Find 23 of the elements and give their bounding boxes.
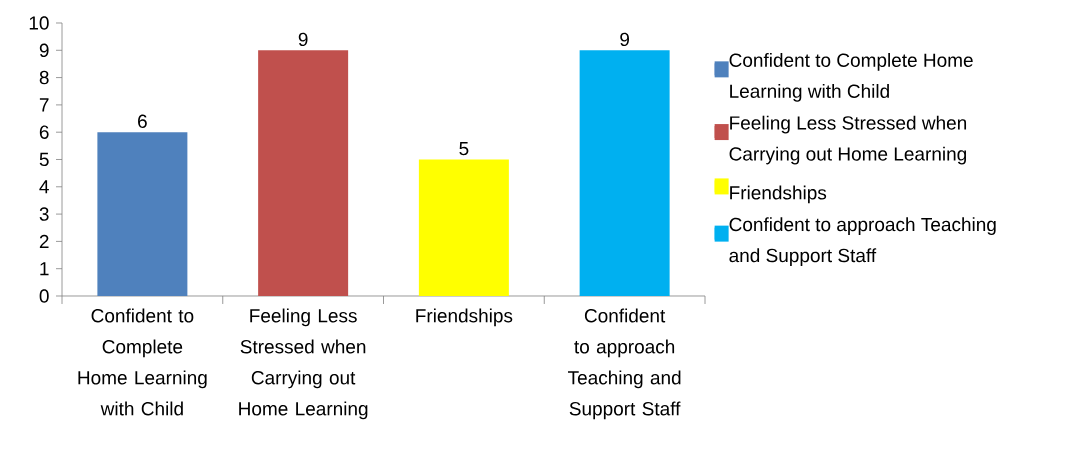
y-tick-label: 1 <box>40 262 49 276</box>
x-tick-label: Confident to Complete Home Learning with Child <box>78 308 207 416</box>
x-tick-label: Feeling Less Stressed when Carrying out Home Learning <box>239 308 368 420</box>
data-label: 6 <box>138 114 147 128</box>
y-tick-label: 3 <box>39 207 49 221</box>
data-label: 5 <box>459 142 469 156</box>
y-tick-label: 9 <box>39 43 49 58</box>
y-tick-label: 4 <box>39 180 49 194</box>
legend-label: Confident to Complete Home Learning with Child <box>729 53 973 102</box>
y-tick-label: 6 <box>39 125 49 139</box>
x-tick-label: Friendships <box>416 308 513 327</box>
y-tick-label: 8 <box>39 70 49 85</box>
y-tick-label: 0 <box>39 289 49 303</box>
data-label: 9 <box>298 32 308 47</box>
y-tick-label: 10 <box>29 16 49 30</box>
y-tick-label: 2 <box>39 234 49 249</box>
y-tick-label: 7 <box>39 98 49 112</box>
legend-label: Confident to approach Teaching and Support Staff <box>729 217 996 266</box>
legend-label: Friendships <box>730 185 827 204</box>
legend-label: Feeling Less Stressed when Carrying out Home Learning <box>729 115 967 165</box>
y-tick-label: 5 <box>39 152 49 167</box>
data-label: 9 <box>620 32 630 47</box>
x-tick-label: Confident to approach Teaching and Support Staff <box>568 308 681 420</box>
